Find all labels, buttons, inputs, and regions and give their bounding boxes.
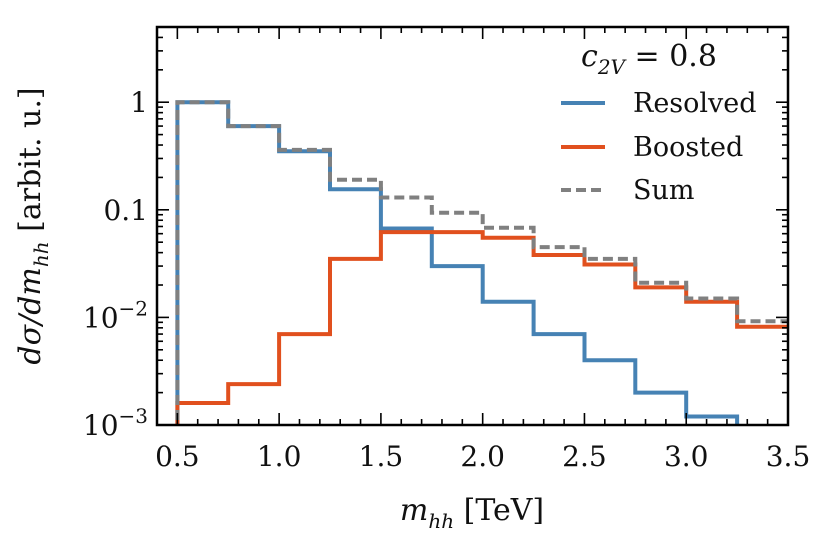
x-axis-title: mhh [TeV]	[400, 493, 544, 533]
tick-labels-layer: 0.5 1.0 1.5 2.0 2.5 3.0 3.5 1 0.1 10−2 10−3	[83, 86, 810, 473]
y-tick-label: 0.1	[103, 194, 148, 227]
x-tick-label: 3.0	[664, 440, 709, 473]
x-tick-label: 1.5	[359, 440, 404, 473]
series-boosted	[175, 230, 788, 425]
x-tick-label: 3.5	[766, 440, 811, 473]
x-tick-label: 2.5	[562, 440, 607, 473]
legend-label-boosted: Boosted	[633, 132, 743, 163]
parameter-annotation: c2V = 0.8	[581, 39, 717, 79]
legend: Resolved Boosted Sum	[561, 88, 757, 206]
ticks-layer	[156, 26, 789, 426]
y-tick-label: 10−3	[83, 404, 148, 442]
legend-label-sum: Sum	[633, 175, 695, 206]
y-axis-title: dσ/dmhh [arbit. u.]	[13, 87, 53, 364]
legend-label-resolved: Resolved	[633, 88, 757, 119]
series-layer	[175, 100, 788, 425]
x-tick-label: 1.0	[257, 440, 302, 473]
series-sum	[175, 100, 788, 425]
y-tick-label: 1	[130, 86, 148, 119]
x-tick-label: 2.0	[460, 440, 505, 473]
plot-frame	[155, 25, 790, 427]
x-tick-label: 0.5	[155, 440, 200, 473]
y-tick-label: 10−2	[83, 296, 148, 334]
